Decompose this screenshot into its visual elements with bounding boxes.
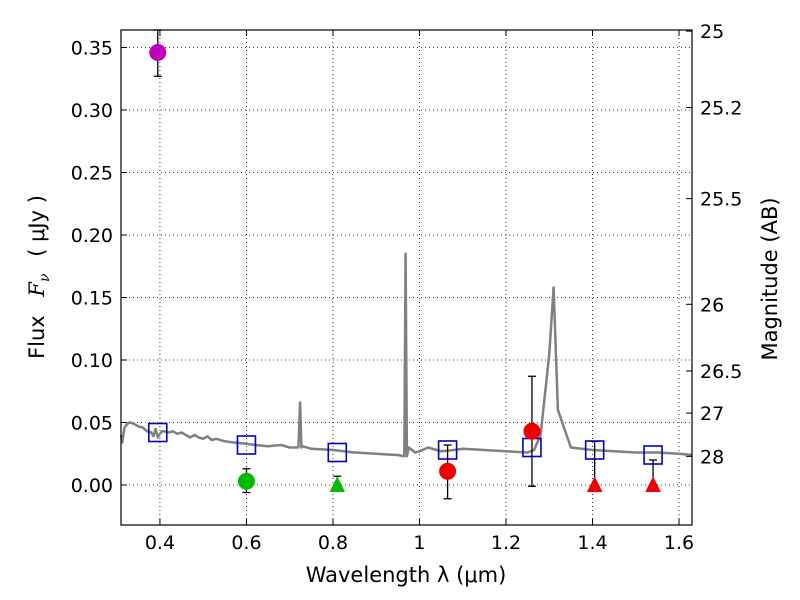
y2-axis-label: Magnitude (AB) xyxy=(758,197,782,360)
model-photometry-square xyxy=(236,435,257,455)
x-tick-label: 0.8 xyxy=(318,532,348,554)
data-markers xyxy=(147,44,663,492)
x-tick-label: 0.4 xyxy=(145,532,175,554)
model-photometry-square xyxy=(147,422,168,443)
y-tick-label: 0.05 xyxy=(71,413,113,435)
y-tick-label: 0.10 xyxy=(71,350,113,372)
y2-tick-label: 25 xyxy=(700,21,724,43)
model-spectrum-line xyxy=(119,252,693,458)
model-photometry-square xyxy=(643,445,663,465)
y-axis-label-subscript: ν xyxy=(37,273,53,282)
y-tick-label: 0.20 xyxy=(71,225,113,247)
y2-tick-label: 27 xyxy=(700,403,724,425)
y-axis-label: Flux Fν ( μJy ) xyxy=(25,195,54,359)
data-point-circle xyxy=(523,422,541,440)
plot-frame xyxy=(120,29,693,526)
x-tick-label: 1.4 xyxy=(577,532,607,554)
y-tick-label: 0.00 xyxy=(71,475,113,497)
y-tick-label: 0.25 xyxy=(71,163,113,185)
y-tick-label: 0.35 xyxy=(71,38,113,60)
y2-tick-label: 28 xyxy=(700,446,724,468)
magnitude-tick-labels: 25 25.2 25.5 26 26.5 27 28 xyxy=(700,21,742,468)
x-axis-label: Wavelength λ (μm) xyxy=(306,563,507,587)
upper-limit-triangle xyxy=(645,476,661,492)
tick-marks xyxy=(121,30,692,525)
upper-limit-triangle xyxy=(329,476,346,492)
model-photometry-square xyxy=(584,440,605,460)
data-point-circle xyxy=(439,462,457,480)
data-point-circle xyxy=(237,472,255,490)
upper-limit-triangle xyxy=(586,476,603,492)
y-tick-label: 0.15 xyxy=(71,288,113,310)
y-tick-label: 0.30 xyxy=(71,100,113,122)
y-axis-label-symbol: F xyxy=(25,281,49,298)
model-photometry-square xyxy=(327,442,348,463)
y2-tick-label: 26.5 xyxy=(700,361,742,383)
x-tick-label: 0.6 xyxy=(231,532,261,554)
model-spectrum-series xyxy=(119,252,693,458)
grid-lines xyxy=(121,30,692,525)
x-tick-label: 1.2 xyxy=(491,532,521,554)
y-tick-labels: 0.00 0.05 0.10 0.15 0.20 0.25 0.30 0.35 xyxy=(71,38,113,498)
model-photometry-square xyxy=(437,440,458,460)
x-tick-labels: 0.4 0.6 0.8 1 1.2 1.4 1.6 xyxy=(145,532,694,554)
y2-tick-label: 25.2 xyxy=(700,97,742,119)
y2-tick-label: 25.5 xyxy=(700,189,742,211)
y2-tick-label: 26 xyxy=(700,294,724,316)
y-axis-label-main: Flux xyxy=(25,315,49,359)
data-point-circle xyxy=(149,44,167,61)
x-tick-label: 1.6 xyxy=(664,532,694,554)
x-tick-label: 1 xyxy=(413,532,425,554)
y-axis-label-unit: ( μJy ) xyxy=(25,195,49,257)
